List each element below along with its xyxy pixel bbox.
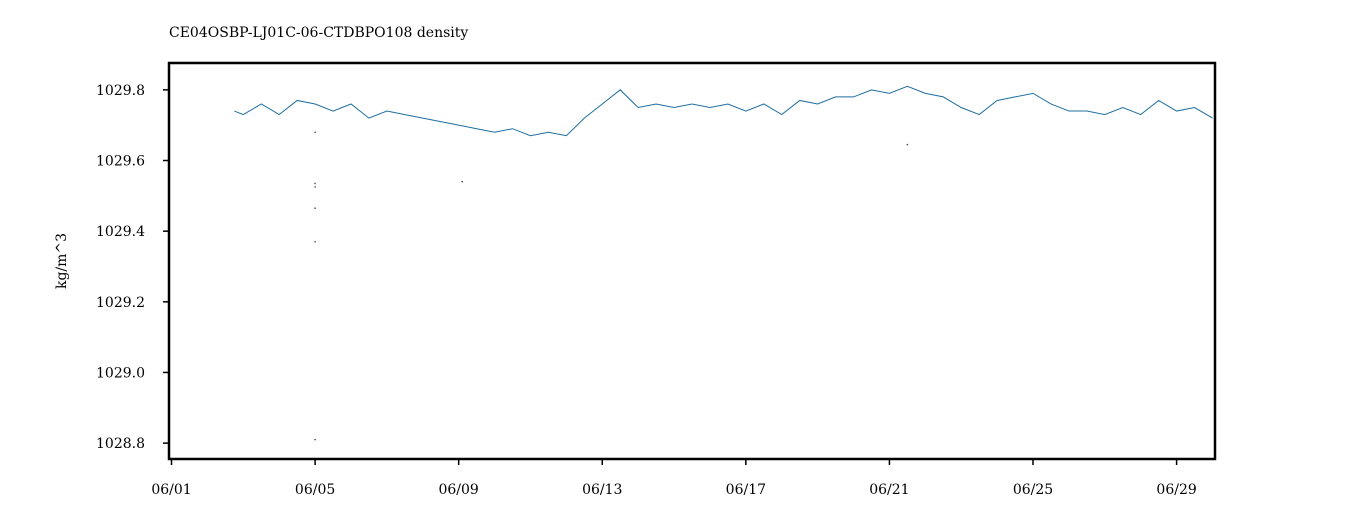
data-point xyxy=(314,207,316,209)
data-point xyxy=(314,131,316,134)
data-point xyxy=(314,186,316,188)
data-point xyxy=(314,438,316,441)
x-tick-label: 06/25 xyxy=(1013,482,1053,498)
x-tick-label: 06/09 xyxy=(438,482,478,498)
x-tick-label: 06/29 xyxy=(1156,482,1196,498)
x-tick-label: 06/17 xyxy=(726,482,766,498)
plot-frame xyxy=(167,61,1217,461)
y-tick-label: 1028.8 xyxy=(96,436,145,452)
y-axis-label: kg/m^3 xyxy=(54,233,70,289)
chart-title: CE04OSBP-LJ01C-06-CTDBPO108 density xyxy=(169,25,468,41)
data-point xyxy=(461,180,464,183)
y-tick-label: 1029.2 xyxy=(96,295,145,311)
x-tick-label: 06/13 xyxy=(582,482,622,498)
data-point xyxy=(314,182,316,185)
y-tick-label: 1029.6 xyxy=(96,153,145,169)
x-tick-label: 06/05 xyxy=(295,482,335,498)
y-tick-label: 1029.0 xyxy=(96,365,145,381)
data-line xyxy=(234,85,1213,137)
y-tick-label: 1029.8 xyxy=(96,83,145,99)
x-tick-label: 06/01 xyxy=(151,482,191,498)
data-point xyxy=(314,240,316,243)
x-tick-label: 06/21 xyxy=(869,482,909,498)
y-tick-label: 1029.4 xyxy=(96,224,145,240)
data-point xyxy=(906,143,909,146)
